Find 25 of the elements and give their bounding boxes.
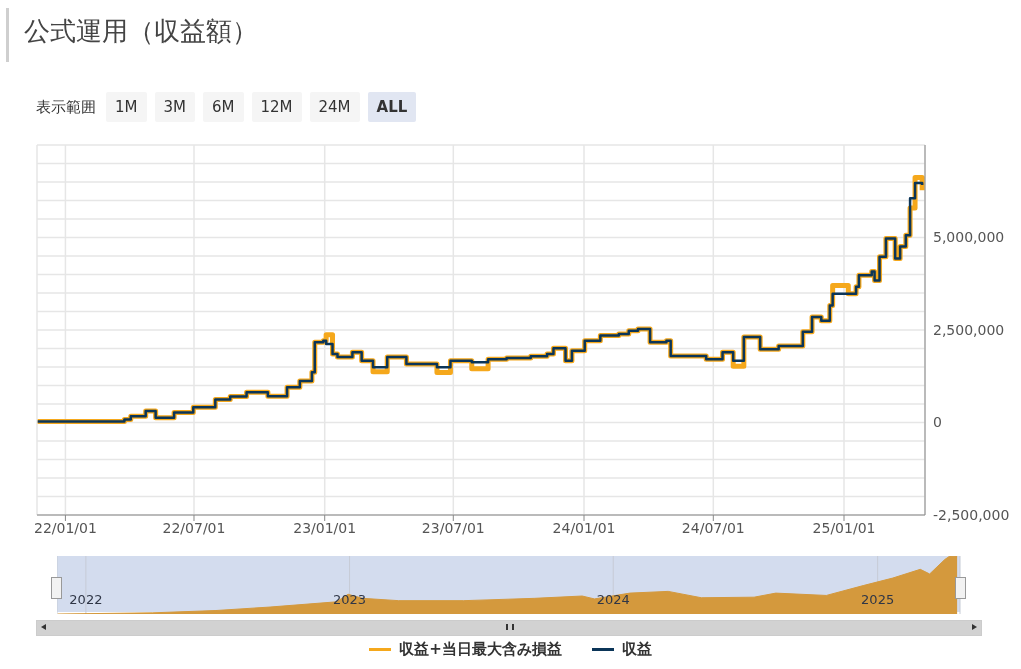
text: 3M	[154, 92, 195, 122]
x-tick-label: 2022	[69, 592, 103, 607]
text: 12M	[251, 92, 302, 122]
text: 1M	[106, 92, 147, 122]
y-tick-label: 5,000,000	[933, 229, 1005, 246]
x-tick-label: 25/01/01	[812, 519, 876, 536]
text: ALL	[367, 92, 417, 122]
x-tick-label: 23/01/01	[293, 519, 357, 536]
y-tick-label: -2,500,000	[933, 506, 1010, 523]
legend-label: 収益+当日最大含み損益	[398, 640, 562, 659]
chart-title: 公式運用（収益額）	[24, 15, 258, 48]
text: 6M	[203, 92, 244, 122]
x-tick-label: 22/01/01	[33, 519, 97, 536]
x-tick-label: 2025	[861, 592, 895, 607]
x-tick-label: 23/07/01	[421, 519, 485, 536]
y-tick-label: 0	[933, 414, 942, 431]
x-tick-label: 24/01/01	[552, 519, 616, 536]
y-tick-label: 2,500,000	[933, 321, 1005, 338]
x-tick-label: 2024	[596, 592, 630, 607]
legend-label: 収益	[620, 640, 652, 659]
text: 表示範囲	[36, 97, 96, 117]
x-tick-label: 2023	[333, 592, 367, 607]
x-tick-label: 24/07/01	[681, 519, 745, 536]
x-tick-label: 22/07/01	[162, 519, 226, 536]
text: 24M	[309, 92, 360, 122]
